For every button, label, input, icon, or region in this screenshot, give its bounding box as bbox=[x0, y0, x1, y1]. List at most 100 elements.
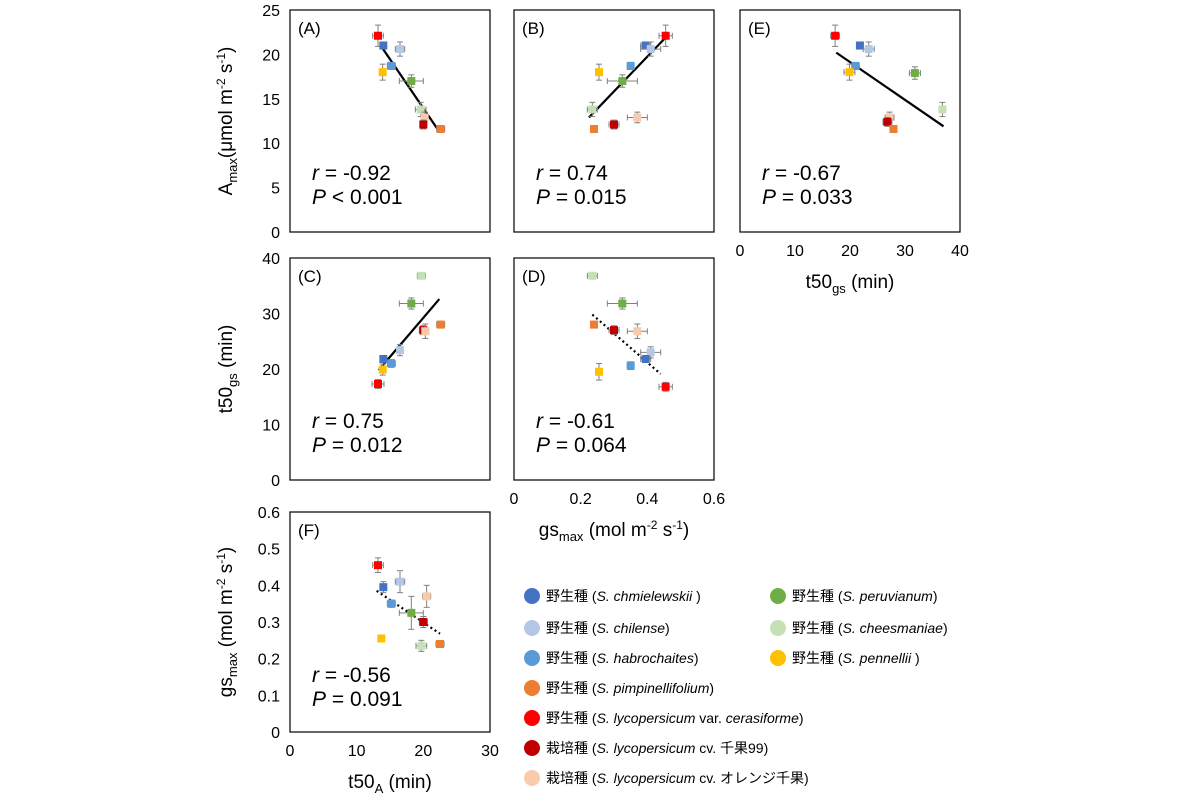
stat-r-value: 0.74 bbox=[567, 162, 608, 185]
legend-label: 栽培種 (S. lycopersicum cv. オレンジ千果) bbox=[546, 770, 809, 786]
data-marker bbox=[845, 68, 854, 77]
legend-item-pen: 野生種 (S. pennellii ) bbox=[770, 650, 920, 666]
data-point-che bbox=[938, 101, 947, 118]
y-tick-label: 5 bbox=[271, 181, 280, 198]
y-tick-label: 0 bbox=[271, 725, 280, 742]
legend-suffix: ) bbox=[692, 588, 701, 604]
legend-marker bbox=[524, 588, 540, 604]
legend-prefix: 野生種 ( bbox=[546, 620, 597, 636]
plot-frame bbox=[289, 511, 491, 733]
y-tick-label: 40 bbox=[262, 251, 280, 268]
legend-suffix: ) bbox=[694, 650, 699, 666]
stat-r-symbol: r bbox=[536, 162, 544, 185]
stat-r: r = -0.61 bbox=[536, 410, 615, 433]
x-label-sub: max bbox=[559, 529, 584, 544]
x-tick-label: 30 bbox=[896, 243, 914, 260]
y-label-sup: -1 bbox=[214, 53, 228, 64]
x-label-sub: gs bbox=[832, 281, 846, 296]
y-tick-label: 30 bbox=[262, 307, 280, 324]
legend-label: 野生種 (S. lycopersicum var. cerasiforme) bbox=[546, 710, 804, 726]
stat-r: r = -0.92 bbox=[312, 162, 391, 185]
stat-r: r = -0.67 bbox=[762, 162, 841, 185]
x-tick-label: 30 bbox=[481, 743, 499, 760]
stat-p: P = 0.064 bbox=[536, 434, 627, 457]
data-point-c99 bbox=[418, 616, 428, 628]
data-marker bbox=[416, 105, 425, 114]
y-label-mid: s bbox=[216, 64, 237, 79]
data-marker bbox=[641, 355, 650, 364]
legend-suffix: var. bbox=[695, 710, 725, 726]
stat-r: r = -0.56 bbox=[312, 664, 391, 687]
x-axis-label: t50gs (min) bbox=[806, 272, 895, 296]
y-label-mid: s bbox=[216, 564, 237, 579]
x-axis-label: gsmax (mol m-2 s-1) bbox=[539, 518, 689, 544]
data-point-pen bbox=[595, 362, 603, 381]
data-marker bbox=[377, 634, 386, 643]
plot-frame bbox=[289, 9, 491, 233]
stat-p-value: 0.012 bbox=[350, 434, 403, 457]
plot-frame bbox=[513, 9, 715, 233]
x-axis-label: t50A (min) bbox=[348, 772, 432, 796]
y-tick-label: 20 bbox=[262, 47, 280, 64]
stat-p: P = 0.012 bbox=[312, 434, 403, 457]
data-point-cer bbox=[658, 381, 673, 392]
x-tick-label: 10 bbox=[786, 243, 804, 260]
stat-p-value: 0.001 bbox=[350, 186, 403, 209]
legend-suffix: ) bbox=[933, 588, 938, 604]
legend-species: S. habrochaites bbox=[597, 650, 694, 666]
panel-label: (E) bbox=[748, 19, 771, 38]
x-tick-label: 0.2 bbox=[570, 491, 592, 508]
x-label-main: t50 bbox=[806, 272, 832, 293]
data-point-chm bbox=[379, 355, 388, 364]
x-tick-label: 0.4 bbox=[636, 491, 658, 508]
x-tick-label: 20 bbox=[414, 743, 432, 760]
stat-p-symbol: P bbox=[312, 434, 326, 457]
stat-r: r = 0.75 bbox=[312, 410, 384, 433]
stat-r-symbol: r bbox=[312, 162, 320, 185]
data-point-cer bbox=[371, 379, 385, 389]
legend-suffix: ) bbox=[943, 620, 948, 636]
y-tick-label: 0.1 bbox=[258, 688, 280, 705]
data-marker bbox=[436, 640, 444, 648]
data-marker bbox=[661, 31, 670, 40]
stat-eq: = bbox=[543, 162, 567, 185]
data-marker bbox=[396, 346, 404, 355]
data-point-chi bbox=[396, 344, 404, 357]
data-point-cor bbox=[626, 111, 648, 124]
legend-suffix: ) bbox=[709, 680, 714, 696]
legend-species: S. chmielewskii bbox=[597, 588, 694, 604]
y-tick-label: 0.2 bbox=[258, 652, 280, 669]
y-label-sub: max bbox=[225, 652, 240, 677]
stat-p-symbol: P bbox=[536, 434, 550, 457]
legend-label: 野生種 (S. peruvianum) bbox=[792, 588, 938, 604]
stat-p-value: 0.033 bbox=[800, 186, 853, 209]
panel-f: 0 0.1 0.2 0.3 0.4 0.5 0.6 0 10 20 30 (F) r = -0.56P … bbox=[214, 505, 499, 796]
data-point-che bbox=[586, 101, 598, 118]
y-label-unit: (min) bbox=[216, 325, 237, 374]
legend-marker bbox=[524, 620, 540, 636]
legend-label: 野生種 (S. chmielewskii ) bbox=[546, 588, 701, 604]
stat-eq: = bbox=[319, 162, 343, 185]
y-label-main: t50 bbox=[216, 387, 237, 413]
data-point-cor bbox=[626, 323, 648, 339]
legend-species: S. cheesmaniae bbox=[843, 620, 944, 636]
stat-r-value: -0.56 bbox=[343, 664, 391, 687]
trend-line bbox=[591, 313, 662, 375]
legend-item-per: 野生種 (S. peruvianum) bbox=[770, 588, 938, 604]
panel-label: (F) bbox=[298, 521, 320, 540]
data-marker bbox=[378, 68, 387, 77]
data-point-per bbox=[398, 74, 424, 88]
legend-suffix: ) bbox=[665, 620, 670, 636]
legend-species: S. pennellii bbox=[843, 650, 912, 666]
plot-frame bbox=[513, 257, 715, 481]
data-marker bbox=[407, 608, 416, 617]
data-marker bbox=[646, 45, 655, 54]
data-marker bbox=[421, 327, 430, 336]
data-marker bbox=[379, 355, 388, 364]
legend-item-che: 野生種 (S. cheesmaniae) bbox=[770, 620, 948, 636]
legend-prefix: 野生種 ( bbox=[546, 588, 597, 604]
data-marker bbox=[626, 61, 635, 70]
data-marker bbox=[379, 583, 388, 592]
